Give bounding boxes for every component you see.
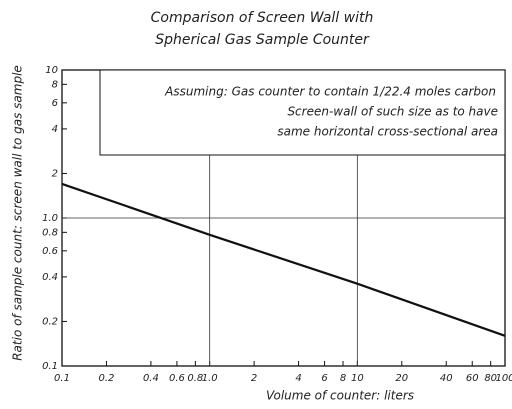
annotation: Screen-wall of such size as to have [287, 105, 498, 119]
x-tick-label: 1.0 [202, 373, 218, 384]
x-tick-label: 0.4 [143, 373, 159, 384]
x-tick-label: 0.6 [169, 373, 185, 384]
x-tick-label: 60 [466, 373, 479, 384]
annotation: same horizontal cross-sectional area [277, 125, 498, 139]
y-tick-label: 0.8 [42, 227, 58, 238]
x-tick-label: 40 [440, 373, 453, 384]
x-tick-label: 2 [251, 373, 257, 384]
y-tick-label: 2 [52, 168, 58, 179]
x-tick-label: 20 [395, 373, 408, 384]
y-tick-label: 10 [45, 65, 58, 76]
y-tick-label: 0.2 [42, 316, 58, 327]
y-tick-label: 0.1 [42, 361, 58, 372]
chart-title: Comparison of Screen Wall with [151, 10, 374, 26]
x-tick-label: 80 [484, 373, 497, 384]
x-tick-label: 100 [495, 373, 512, 384]
data-line [61, 182, 506, 337]
x-tick-label: 8 [340, 373, 346, 384]
y-axis-label: Ratio of sample count: screen wall to ga… [11, 65, 25, 361]
y-tick-label: 0.6 [42, 246, 58, 257]
annotation-box [99, 69, 506, 156]
y-tick-label: 4 [52, 124, 58, 135]
y-tick-label: 8 [52, 79, 58, 90]
x-axis-label: Volume of counter: liters [266, 389, 414, 403]
y-tick-label: 6 [52, 98, 58, 109]
y-tick-label: 1.0 [42, 213, 58, 224]
x-tick-label: 4 [295, 373, 301, 384]
x-tick-label: 0.1 [54, 373, 70, 384]
x-tick-label: 0.2 [98, 373, 114, 384]
annotation: Assuming: Gas counter to contain 1/22.4 … [164, 85, 496, 99]
chart-title: Spherical Gas Sample Counter [155, 32, 370, 48]
x-tick-label: 10 [351, 373, 364, 384]
x-tick-label: 0.8 [187, 373, 203, 384]
y-tick-label: 0.4 [42, 272, 58, 283]
x-tick-label: 6 [321, 373, 327, 384]
